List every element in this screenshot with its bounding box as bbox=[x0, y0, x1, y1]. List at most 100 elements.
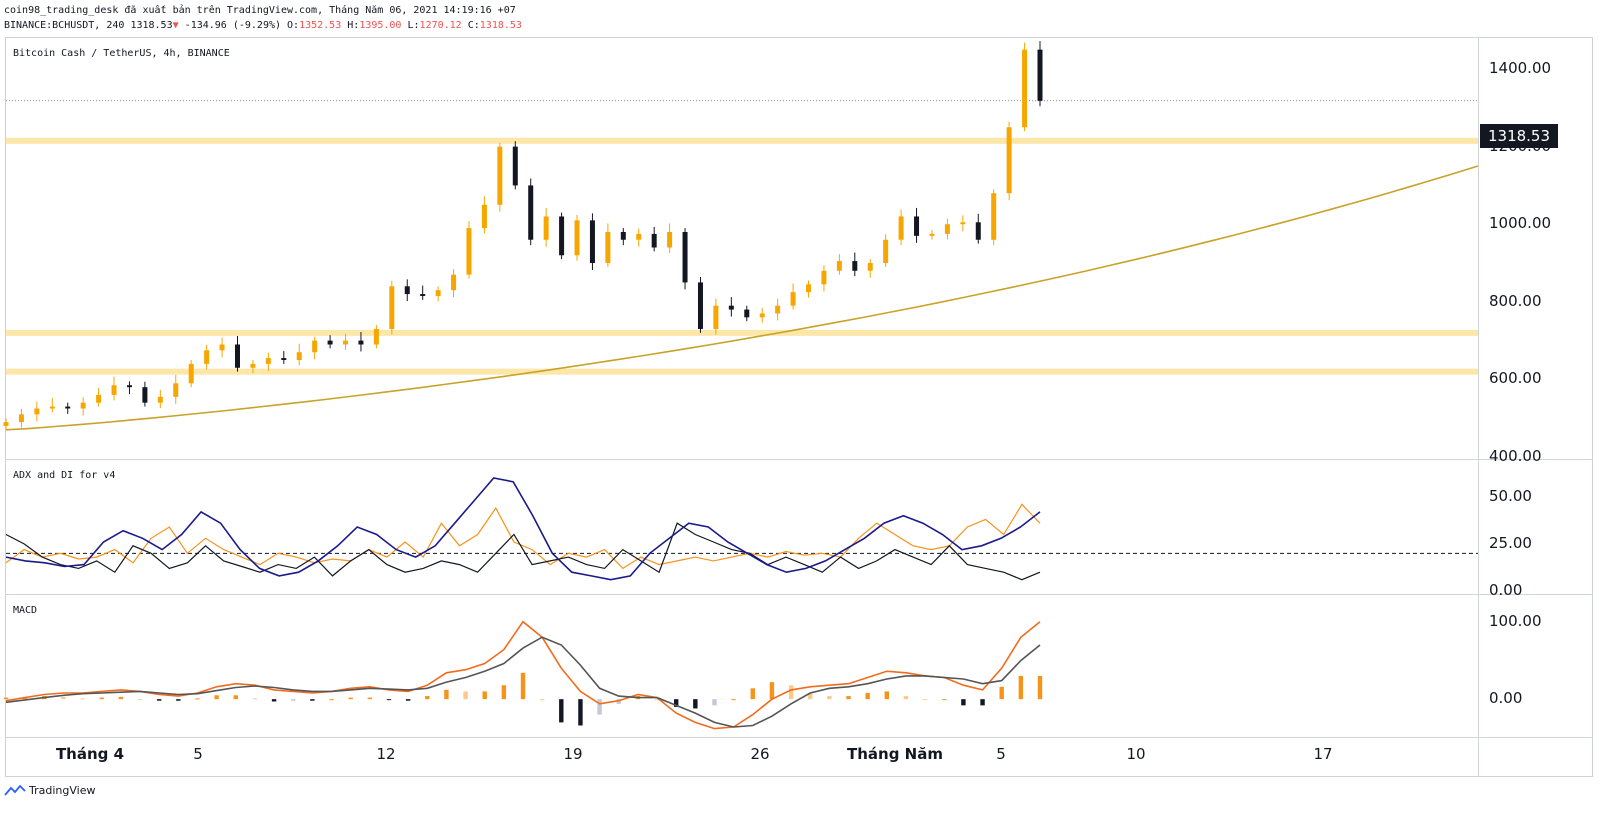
high-label: H: bbox=[347, 20, 360, 31]
macd-histogram-bar bbox=[386, 699, 392, 701]
candle-body bbox=[142, 387, 148, 403]
macd-histogram-bar bbox=[291, 699, 296, 701]
macd-histogram-bar bbox=[597, 699, 602, 715]
macd-histogram-bar bbox=[329, 699, 334, 701]
macd-pane-title: MACD bbox=[13, 605, 38, 616]
macd-histogram-bar bbox=[118, 696, 124, 700]
tradingview-logo-icon bbox=[4, 784, 26, 796]
macd-histogram-bar bbox=[769, 682, 775, 700]
candle-body bbox=[867, 263, 873, 271]
candle-body bbox=[327, 340, 333, 345]
candle-body bbox=[358, 340, 364, 345]
adx-axis-tick: 50.00 bbox=[1489, 486, 1532, 505]
support-band bbox=[6, 329, 1478, 336]
candle-body bbox=[821, 270, 827, 285]
time-axis-tick: 5 bbox=[996, 745, 1006, 763]
open-label: O: bbox=[287, 20, 300, 31]
macd-histogram-bar bbox=[808, 692, 813, 700]
candle-body bbox=[944, 224, 950, 234]
macd-histogram-bar bbox=[903, 696, 909, 700]
macd-histogram-bar bbox=[271, 699, 277, 702]
chart-frame[interactable] bbox=[5, 37, 1593, 777]
macd-histogram-bar bbox=[252, 698, 258, 700]
macd-histogram-bar bbox=[156, 699, 162, 701]
adx-axis-tick: 0.00 bbox=[1489, 581, 1523, 599]
macd-histogram-bar bbox=[578, 699, 583, 726]
macd-histogram-bar bbox=[3, 697, 9, 700]
price-axis-tick: 400.00 bbox=[1489, 447, 1542, 465]
candle-body bbox=[975, 222, 981, 240]
macd-histogram-bar bbox=[1018, 675, 1024, 700]
candle-body bbox=[188, 363, 194, 384]
macd-histogram-bar bbox=[846, 696, 851, 700]
candle-body bbox=[96, 394, 102, 403]
signal-line bbox=[5, 636, 1041, 728]
candle-body bbox=[173, 383, 179, 397]
macd-histogram-bar bbox=[501, 685, 507, 700]
time-axis-tick: 10 bbox=[1126, 745, 1146, 763]
macd-histogram-bar bbox=[80, 698, 85, 700]
macd-histogram-bar bbox=[884, 691, 890, 700]
candle-body bbox=[3, 422, 9, 426]
macd-histogram-bar bbox=[214, 695, 219, 700]
tradingview-footer[interactable]: TradingView bbox=[4, 784, 95, 797]
macd-histogram-bar bbox=[750, 688, 755, 700]
candle-body bbox=[636, 233, 642, 240]
macd-histogram-bar bbox=[539, 699, 545, 701]
candle-body bbox=[111, 385, 117, 395]
macd-histogram-bar bbox=[444, 689, 449, 700]
candle-body bbox=[265, 358, 271, 364]
time-axis-tick: Tháng 4 bbox=[55, 745, 125, 763]
candle-body bbox=[620, 231, 626, 240]
candle-body bbox=[790, 292, 796, 306]
macd-histogram-bar bbox=[922, 699, 928, 701]
candle-body bbox=[451, 274, 457, 291]
price-axis-tick: 800.00 bbox=[1489, 291, 1542, 310]
pane-divider-macd[interactable] bbox=[6, 594, 1592, 595]
candle-body bbox=[898, 216, 904, 240]
candle-body bbox=[651, 233, 657, 248]
adx-pane-title: ADX and DI for v4 bbox=[13, 470, 116, 481]
candle-body bbox=[481, 204, 487, 229]
candle-body bbox=[559, 216, 565, 256]
macd-histogram-bar bbox=[61, 696, 66, 700]
candle-body bbox=[682, 231, 688, 283]
macd-histogram-bar bbox=[520, 672, 526, 700]
candle-body bbox=[528, 185, 534, 240]
candle-body bbox=[775, 305, 781, 314]
candle-body bbox=[667, 231, 673, 248]
chart-header-line2: BINANCE:BCHUSDT, 240 1318.53▼ -134.96 (-… bbox=[4, 20, 522, 32]
candle-body bbox=[281, 358, 287, 361]
macd-histogram-bar bbox=[99, 697, 104, 700]
low-value: 1270.12 bbox=[419, 20, 462, 31]
candle-body bbox=[883, 239, 889, 264]
candle-body bbox=[1022, 49, 1028, 128]
macd-axis-tick: 0.00 bbox=[1489, 689, 1523, 708]
candle-body bbox=[404, 286, 410, 295]
macd-histogram-bar bbox=[463, 691, 468, 700]
high-value: 1395.00 bbox=[359, 20, 402, 31]
macd-histogram-bar bbox=[827, 696, 832, 700]
adx-line bbox=[5, 477, 1041, 581]
candle-body bbox=[1006, 127, 1012, 194]
chart-header-line1: coin98_trading_desk đã xuất bản trên Tra… bbox=[4, 5, 516, 16]
adx-axis-tick: 25.00 bbox=[1489, 533, 1532, 552]
macd-histogram-bar bbox=[137, 699, 143, 701]
time-axis-tick: 17 bbox=[1313, 745, 1333, 763]
footer-brand: TradingView bbox=[29, 784, 96, 797]
price-pane-title: Bitcoin Cash / TetherUS, 4h, BINANCE bbox=[13, 48, 230, 59]
price-change: -134.96 (-9.29%) bbox=[184, 20, 281, 31]
price-axis-tick: 1000.00 bbox=[1489, 214, 1552, 233]
pane-divider-adx[interactable] bbox=[6, 459, 1592, 460]
candle-body bbox=[589, 220, 595, 264]
candle-body bbox=[420, 294, 426, 296]
candle-body bbox=[543, 216, 549, 240]
macd-histogram-bar bbox=[348, 697, 353, 700]
last-price: 1318.53 bbox=[130, 20, 173, 31]
candle-body bbox=[929, 233, 935, 236]
di-minus-line bbox=[5, 522, 1041, 581]
candle-body bbox=[343, 340, 349, 345]
di-plus-line bbox=[5, 503, 1041, 570]
candle-body bbox=[157, 396, 163, 403]
